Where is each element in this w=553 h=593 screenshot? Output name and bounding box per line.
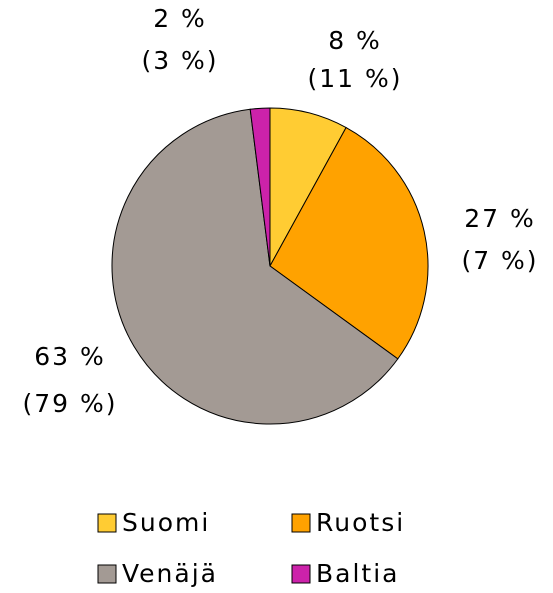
secondary-label: (3 %) xyxy=(141,46,218,75)
legend-label: Ruotsi xyxy=(316,508,405,537)
value-label: 27 % xyxy=(464,204,536,233)
legend-swatch xyxy=(291,564,311,584)
legend-label: Baltia xyxy=(316,559,399,588)
legend-label: Suomi xyxy=(122,508,210,537)
secondary-label: (79 %) xyxy=(22,389,117,418)
secondary-label: (7 %) xyxy=(461,246,538,275)
value-label: 2 % xyxy=(153,4,207,33)
legend-swatch xyxy=(97,564,117,584)
secondary-label: (11 %) xyxy=(307,64,402,93)
legend-label: Venäjä xyxy=(122,559,218,588)
pie-slice xyxy=(111,108,399,425)
value-label: 8 % xyxy=(328,26,382,55)
legend-swatch xyxy=(97,513,117,533)
value-label: 63 % xyxy=(34,342,106,371)
pie-slice xyxy=(249,107,271,267)
legend-swatch xyxy=(291,513,311,533)
pie-slice xyxy=(269,126,429,360)
